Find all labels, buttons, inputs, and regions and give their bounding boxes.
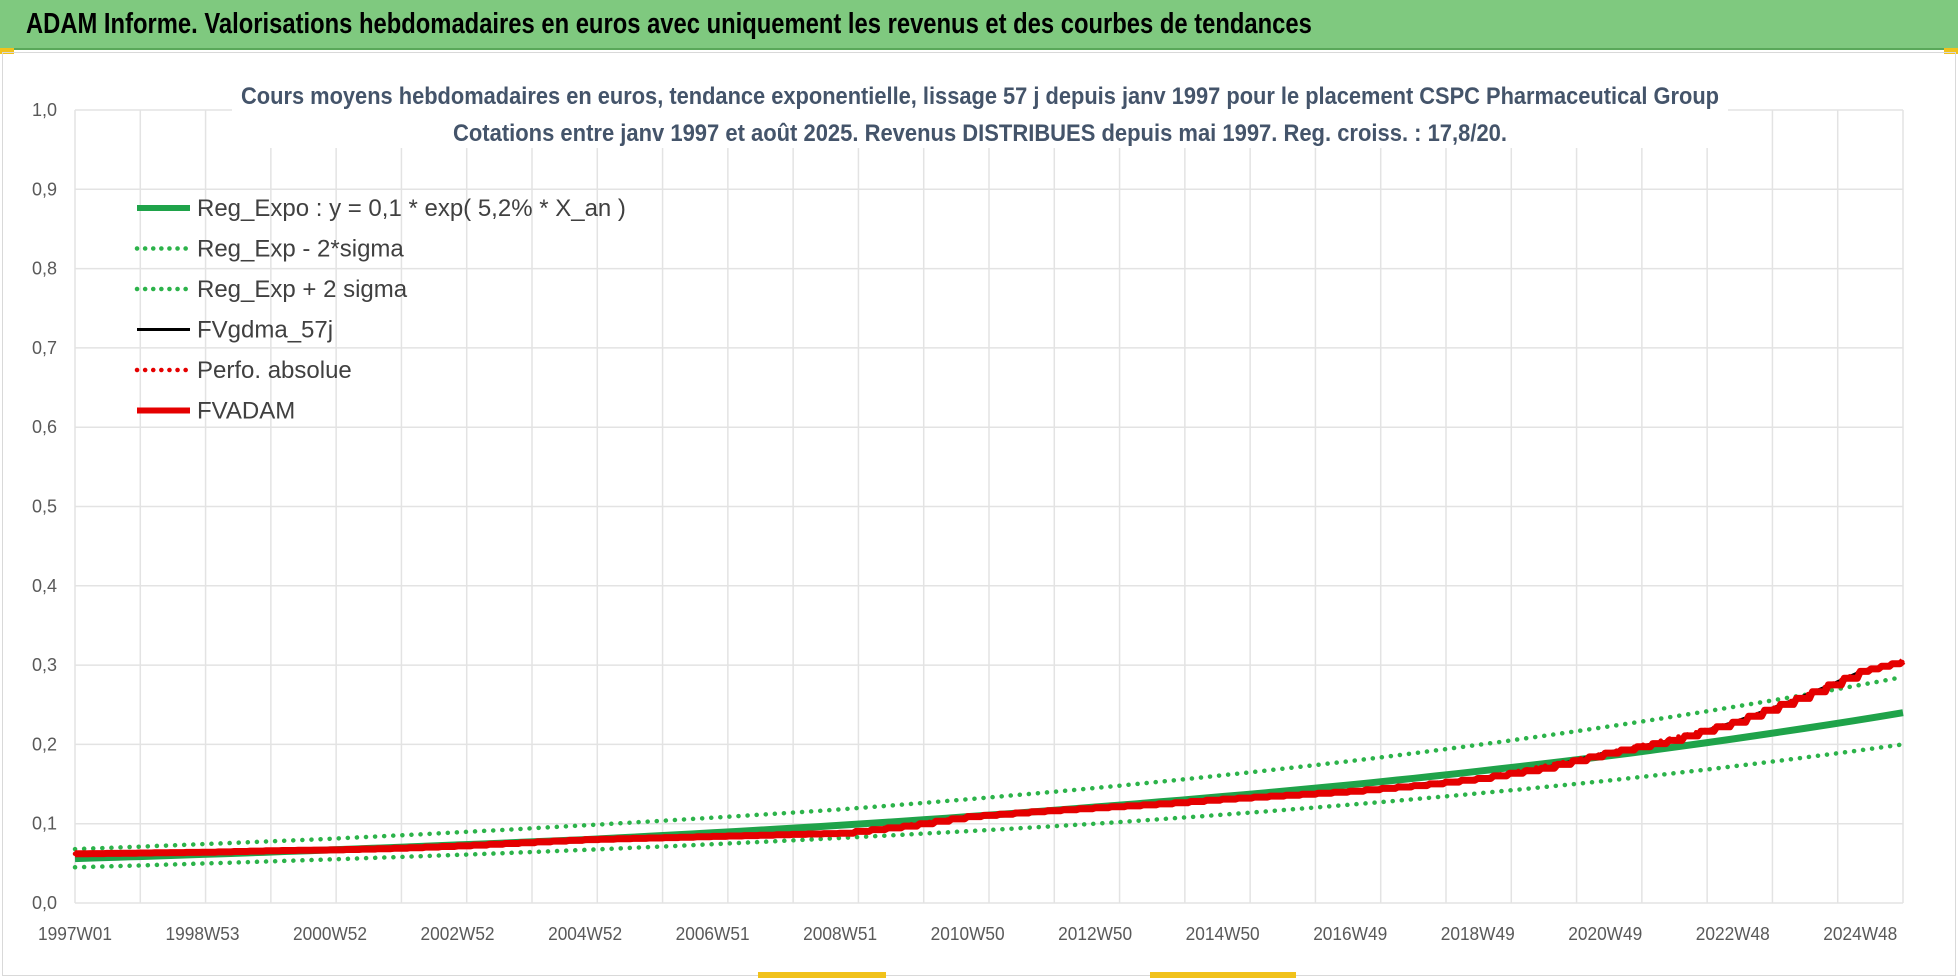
x-tick-label: 2010W50 <box>931 924 1005 944</box>
x-tick-label: 2018W49 <box>1441 924 1515 944</box>
legend-label-2: Reg_Exp - 2*sigma <box>197 236 404 263</box>
left-corner-accent <box>0 48 14 54</box>
x-tick-label: 2022W48 <box>1696 924 1770 944</box>
y-tick-label: 1,0 <box>32 100 57 120</box>
axis-labels: 0,0 0,1 0,2 0,3 0,4 0,5 0,6 0,7 0,8 0,9 1,0 1997W01… <box>32 100 1897 944</box>
x-tick-label: 2014W50 <box>1186 924 1260 944</box>
legend-label-5: Perfo. absolue <box>197 357 352 384</box>
y-tick-label: 0,5 <box>32 497 57 517</box>
right-corner-accent <box>1944 48 1958 54</box>
x-tick-label: 2000W52 <box>293 924 367 944</box>
y-tick-label: 0,6 <box>32 417 57 437</box>
series-line-3 <box>72 674 1906 852</box>
x-tick-label: 2006W51 <box>676 924 750 944</box>
x-tick-label: 2008W51 <box>803 924 877 944</box>
chart-title-line-2: Cotations entre janv 1997 et août 2025. … <box>453 120 1507 147</box>
chart-title-line-1: Cours moyens hebdomadaires en euros, ten… <box>241 83 1719 110</box>
y-tick-label: 0,1 <box>32 814 57 834</box>
series-layer <box>72 658 1906 870</box>
bottom-accent-left <box>758 972 886 978</box>
series-line-2 <box>72 742 1906 870</box>
report-title: ADAM Informe. Valorisations hebdomadaire… <box>26 8 1312 40</box>
y-tick-label: 0,8 <box>32 259 57 279</box>
y-tick-label: 0,3 <box>32 655 57 675</box>
legend: Reg_Expo : y = 0,1 * exp( 5,2% * X_an ) R… <box>134 195 626 425</box>
title-background <box>232 80 1728 148</box>
legend-label-3: Reg_Exp + 2 sigma <box>197 276 408 303</box>
bottom-accent-right <box>1150 972 1296 978</box>
x-tick-label: 2004W52 <box>548 924 622 944</box>
y-tick-label: 0,4 <box>32 576 57 596</box>
legend-label-6: FVADAM <box>197 398 295 425</box>
x-tick-label: 1997W01 <box>38 924 112 944</box>
report-banner: ADAM Informe. Valorisations hebdomadaire… <box>0 0 1958 50</box>
y-tick-label: 0,7 <box>32 338 57 358</box>
x-tick-label: 2016W49 <box>1313 924 1387 944</box>
x-tick-label: 2012W50 <box>1058 924 1132 944</box>
x-tick-label: 2024W48 <box>1823 924 1897 944</box>
y-tick-label: 0,2 <box>32 734 57 754</box>
y-tick-label: 0,0 <box>32 893 57 913</box>
gridlines <box>74 109 1904 904</box>
x-tick-label: 1998W53 <box>166 924 240 944</box>
chart-frame <box>2 52 1956 976</box>
x-tick-label: 2020W49 <box>1568 924 1642 944</box>
series-line-6 <box>75 658 1906 858</box>
x-tick-label: 2002W52 <box>421 924 495 944</box>
legend-label-4: FVgdma_57j <box>197 317 333 344</box>
legend-label-1: Reg_Expo : y = 0,1 * exp( 5,2% * X_an ) <box>197 195 626 222</box>
y-tick-label: 0,9 <box>32 179 57 199</box>
